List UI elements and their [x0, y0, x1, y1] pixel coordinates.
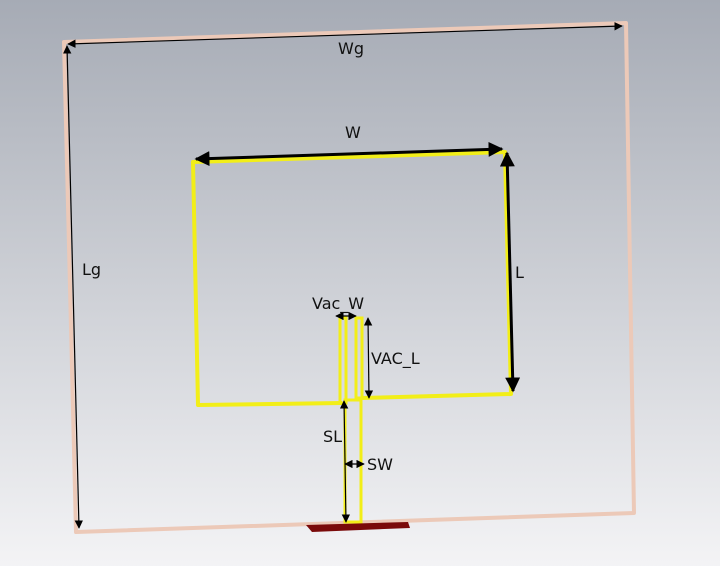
label-vac-l: VAC_L — [371, 349, 420, 369]
bottom-strip — [0, 566, 720, 571]
label-w: W — [345, 123, 361, 142]
w-dimension-arrow — [194, 141, 504, 167]
label-sl: SL — [323, 427, 342, 446]
vac-right-strip — [354, 316, 364, 400]
label-wg: Wg — [338, 39, 364, 58]
l-dimension-arrow — [499, 151, 521, 393]
lg-dimension-arrow — [62, 45, 84, 529]
label-vac-w: Vac_W — [312, 294, 364, 314]
label-sw: SW — [367, 455, 393, 474]
vac-l-dimension-arrow — [363, 317, 374, 399]
feed-port — [306, 522, 410, 532]
label-lg: Lg — [82, 260, 101, 279]
wg-dimension-arrow — [67, 22, 623, 48]
label-l: L — [515, 263, 524, 282]
